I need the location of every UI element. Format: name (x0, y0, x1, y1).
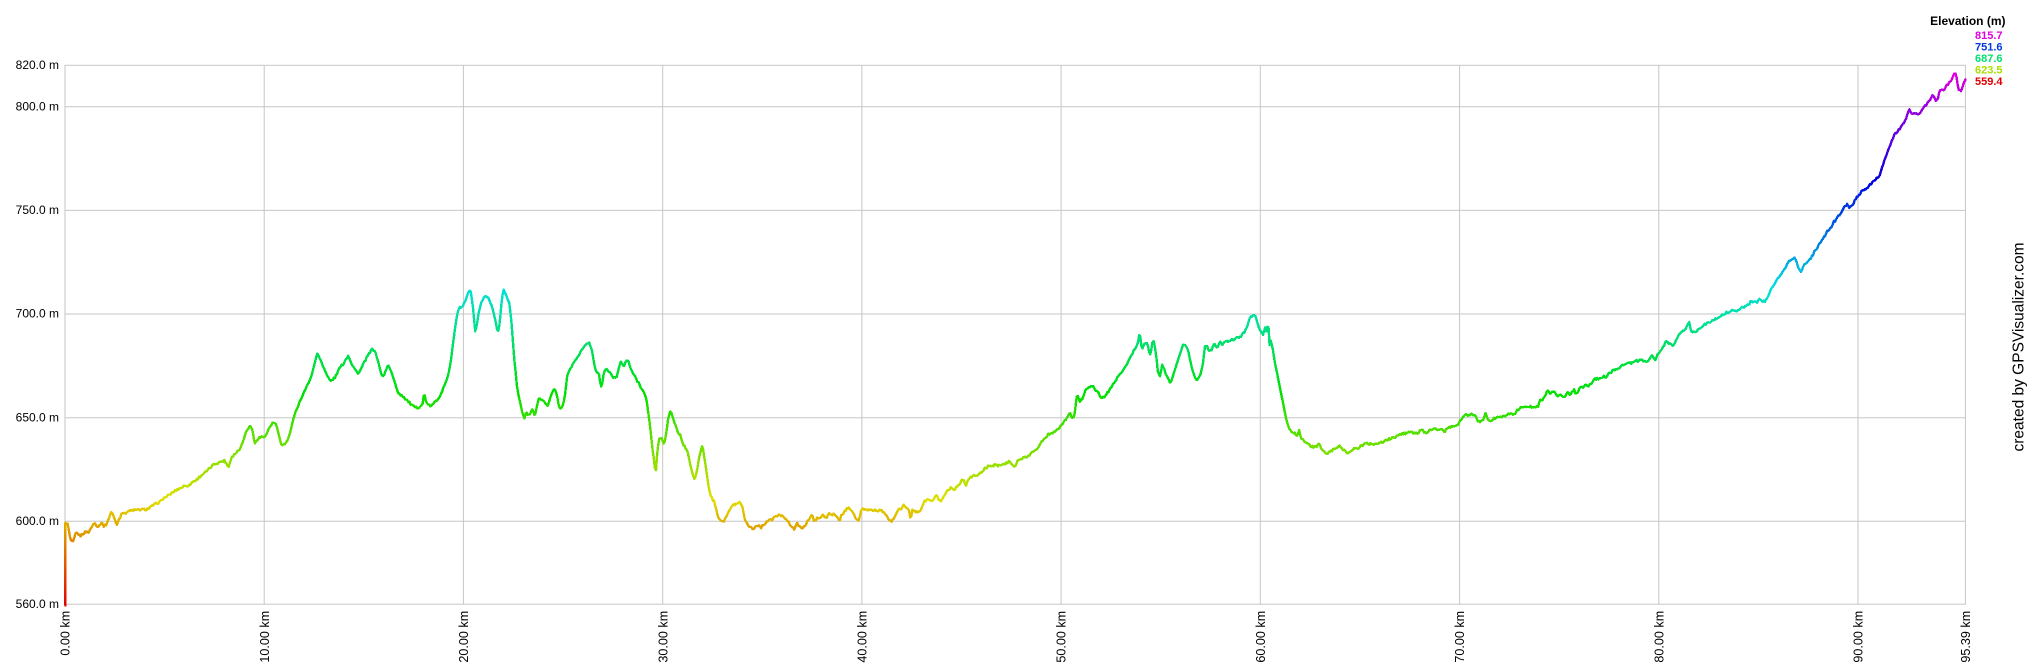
svg-text:559.4: 559.4 (1975, 76, 2003, 88)
svg-text:751.6: 751.6 (1975, 41, 2003, 53)
svg-text:20.00 km: 20.00 km (457, 611, 471, 663)
svg-text:60.00 km: 60.00 km (1254, 611, 1268, 663)
svg-text:50.00 km: 50.00 km (1055, 611, 1069, 663)
svg-text:600.0 m: 600.0 m (16, 514, 59, 528)
svg-text:10.00 km: 10.00 km (258, 611, 272, 663)
svg-text:623.5: 623.5 (1975, 65, 2003, 77)
svg-text:750.0 m: 750.0 m (16, 203, 59, 217)
svg-text:30.00 km: 30.00 km (656, 611, 670, 663)
svg-text:820.0 m: 820.0 m (16, 58, 59, 72)
svg-text:40.00 km: 40.00 km (856, 611, 870, 663)
svg-text:Elevation (m): Elevation (m) (1930, 14, 2005, 28)
svg-text:70.00 km: 70.00 km (1453, 611, 1467, 663)
svg-text:815.7: 815.7 (1975, 30, 2003, 42)
svg-text:650.0 m: 650.0 m (16, 410, 59, 424)
svg-text:560.0 m: 560.0 m (16, 597, 59, 611)
svg-text:700.0 m: 700.0 m (16, 307, 59, 321)
svg-text:0.00 km: 0.00 km (59, 611, 73, 656)
svg-text:687.6: 687.6 (1975, 53, 2003, 65)
svg-text:80.00 km: 80.00 km (1652, 611, 1666, 663)
svg-text:95.39 km: 95.39 km (1959, 611, 1973, 663)
svg-text:800.0 m: 800.0 m (16, 99, 59, 113)
svg-text:90.00 km: 90.00 km (1852, 611, 1866, 663)
svg-text:created by GPSVisualizer.com: created by GPSVisualizer.com (2011, 242, 2028, 451)
